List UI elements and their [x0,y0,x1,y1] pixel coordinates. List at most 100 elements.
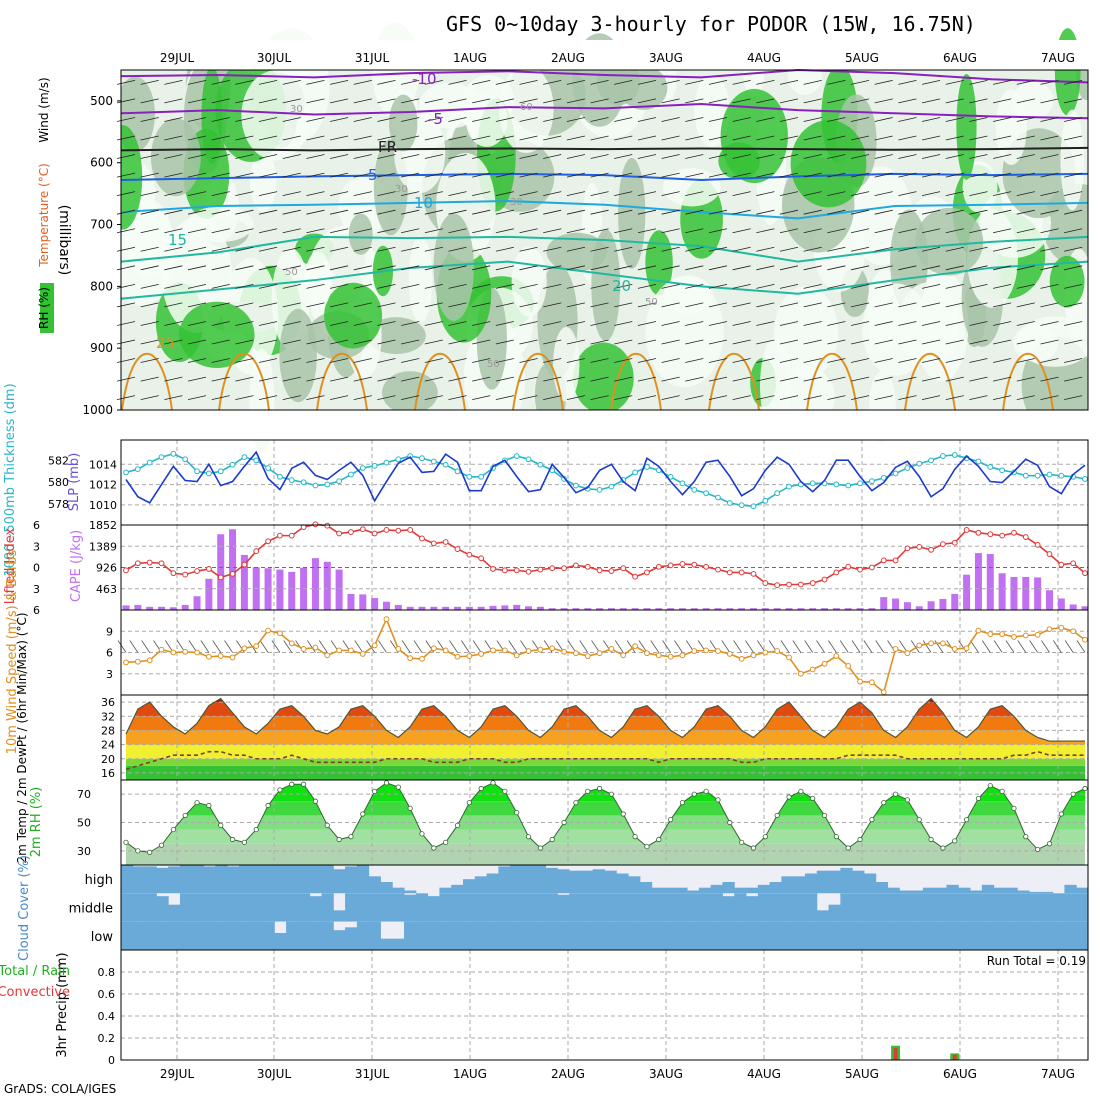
lifted-index-series-marker [1070,560,1077,567]
thickness-series-marker [632,469,638,476]
cloud-cell [144,866,157,894]
wind-barb [519,395,538,401]
cloud-cell [639,882,653,894]
wind-barb [803,191,822,197]
wind-barb [448,265,467,271]
wind-barb [448,209,467,215]
cape-bar [856,608,864,610]
temp-band [126,702,1085,717]
wind-barb [708,209,728,215]
thickness-series-marker [371,462,378,469]
thickness-series-marker [194,468,200,475]
lifted-index-series-marker [359,526,366,533]
surface-wind-barb [721,640,731,653]
wind-speed-series-marker [123,659,129,666]
thickness-series-marker [430,458,437,465]
wind-barb [258,191,278,197]
wind-barb [472,339,491,345]
thickness-series-marker [845,482,852,489]
wind-barb [993,209,1012,215]
rh-ylabel: 2m RH (%) [29,787,44,858]
cloud-cell [356,921,370,950]
wind-barb [187,79,207,85]
wind-barb [472,246,491,252]
wind-barb [282,358,301,363]
wind-barb [377,246,396,252]
cloud-cell [710,921,723,950]
surface-wind-barb [899,640,908,653]
wind-speed-series [125,617,1086,694]
wind-barb [661,228,680,234]
cloud-cell [203,921,216,950]
wind-barb [637,395,657,401]
wind-barb [519,209,538,215]
wind-barb [756,339,775,345]
wind-barb [187,228,207,234]
precip-tick-label: 0.6 [98,988,116,1001]
wind-barb [187,154,207,159]
wind-barb [921,395,941,401]
wind-barb [282,191,301,197]
li-tick-label: 3 [33,540,40,553]
wind-speed-series-marker [928,640,934,647]
wind-barb [732,246,751,252]
rh-marker [561,819,567,826]
wind-barb [1016,376,1035,382]
wind-barb [969,191,988,197]
wind-barb [116,135,136,141]
wind-barb [708,321,728,326]
cloud-cell [262,921,275,950]
wind-barb [543,98,562,104]
wind-barb [448,358,467,363]
wind-barb [377,265,396,271]
wind-barb [187,302,207,308]
wind-barb [614,209,633,215]
li-tick-label: 3 [33,583,40,596]
wind-barb [495,321,514,326]
wind-barb [921,98,941,104]
wind-barb [401,265,420,271]
cloud-cell [840,921,853,950]
lifted-index-series-marker [430,540,437,547]
cape-bar [134,604,142,610]
rh-shade [862,283,931,376]
wind-barb [330,283,349,289]
cloud-cell [816,910,830,922]
cloud-cell [498,866,511,894]
lifted-index-series-marker [632,573,638,580]
rh-marker [762,834,768,840]
wind-barb [945,376,964,382]
wind-barb [756,265,775,271]
wind-barb [306,321,325,326]
wind-barb [661,283,680,289]
wind-speed-series-marker [312,644,319,651]
wind-barb [140,117,159,122]
rh-marker [928,836,934,843]
wind-barb [661,302,680,308]
wind-barb [969,283,988,289]
lifted-index-series-marker [513,567,520,574]
wind-barb [472,395,491,401]
cloud-cell [746,921,759,950]
cloud-cell [462,921,476,950]
cloud-cell [981,921,995,950]
wind-barb [258,246,278,252]
cloud-cell [993,921,1006,950]
wind-barb [661,135,680,141]
upper-left-mask [0,30,121,420]
wind-barb [377,283,396,289]
wind-barb [756,172,775,178]
wind-barb [637,246,657,252]
lifted-index-series-marker [454,546,461,552]
wind-barb [898,154,917,159]
wind-barb [282,283,301,289]
cloud-cell [427,921,440,950]
wind-barb [566,246,585,252]
wind-barb [945,98,964,104]
cape-bar [430,606,438,610]
lifted-index-series-marker [667,562,674,569]
wind-barb [164,191,183,197]
wind-barb [211,246,230,252]
wind-barb [921,135,941,141]
wind-barb [969,172,988,178]
